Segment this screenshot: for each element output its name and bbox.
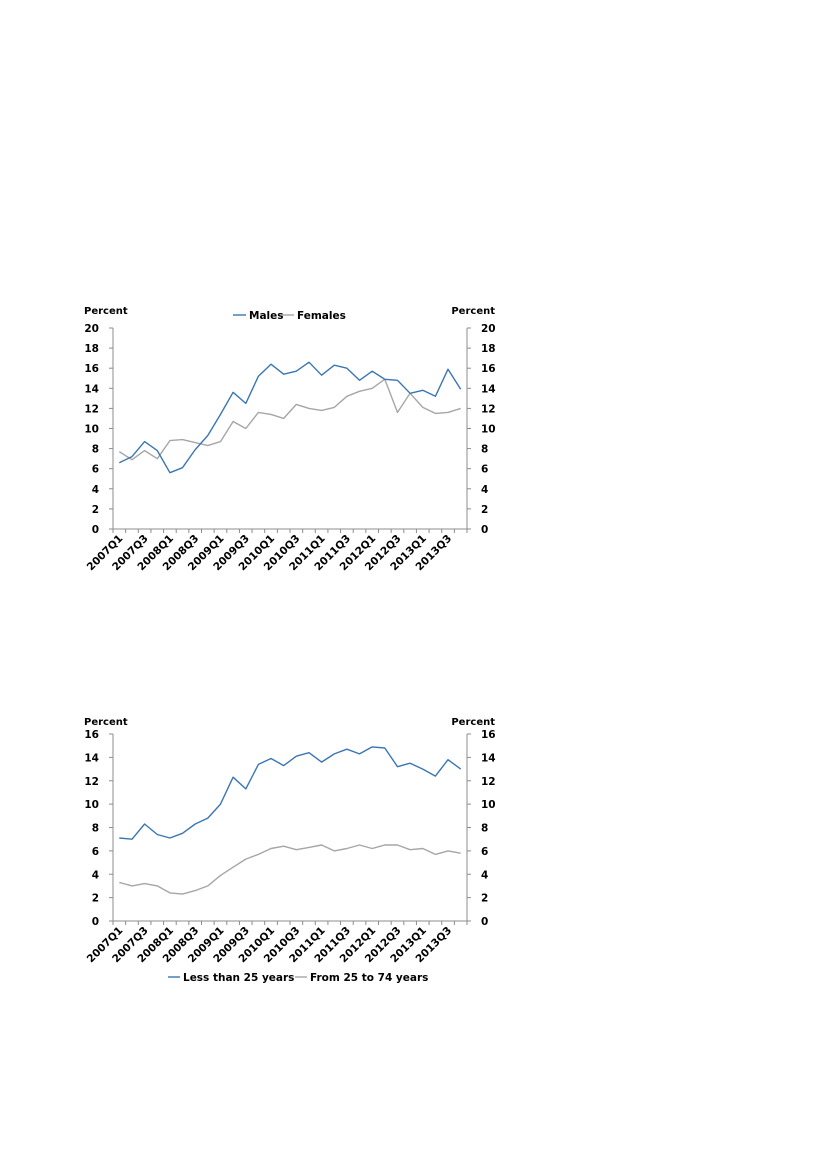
y-tick-label-right: 8 <box>481 823 488 835</box>
right-axis-unit: Percent <box>451 717 495 728</box>
left-axis-unit: Percent <box>84 717 128 728</box>
y-tick-label-left: 14 <box>84 383 99 395</box>
legend-label: Less than 25 years <box>183 972 294 984</box>
legend-label: Females <box>297 310 346 322</box>
y-tick-label-left: 2 <box>92 893 99 905</box>
y-tick-label-left: 20 <box>84 323 99 335</box>
y-tick-label-left: 8 <box>92 444 99 456</box>
chart-males-females: Percent Percent 0 0 2 2 4 4 6 6 8 8 10 10 12 12 14 14 16 16… <box>84 306 496 573</box>
y-tick-label-right: 6 <box>481 464 488 476</box>
legend-label: From 25 to 74 years <box>310 972 428 984</box>
y-tick-label-left: 12 <box>84 403 99 415</box>
chart-age-groups: Percent Percent 0 0 2 2 4 4 6 6 8 8 10 10 12 12 14 14 16 16… <box>84 717 496 984</box>
y-tick-label-left: 14 <box>84 752 99 764</box>
y-tick-label-right: 14 <box>481 383 496 395</box>
legend-label: Males <box>249 310 284 322</box>
y-tick-label-right: 0 <box>481 524 488 536</box>
series-line-less-than-25-years <box>119 746 462 840</box>
y-tick-label-left: 12 <box>84 776 99 788</box>
right-axis-unit: Percent <box>451 306 495 317</box>
y-tick-label-right: 14 <box>481 752 496 764</box>
y-tick-label-right: 2 <box>481 504 488 516</box>
y-tick-label-left: 4 <box>92 484 99 496</box>
y-tick-label-left: 16 <box>84 363 99 375</box>
y-tick-label-left: 6 <box>92 464 99 476</box>
y-tick-label-right: 10 <box>481 424 496 436</box>
y-tick-label-right: 12 <box>481 776 496 788</box>
y-tick-label-left: 16 <box>84 729 99 741</box>
y-tick-label-left: 10 <box>84 799 99 811</box>
y-tick-label-right: 6 <box>481 846 488 858</box>
y-tick-label-left: 0 <box>92 916 99 928</box>
y-tick-label-right: 4 <box>481 869 488 881</box>
y-tick-label-right: 4 <box>481 484 488 496</box>
y-tick-label-right: 2 <box>481 893 488 905</box>
series-line-from-25-to-74-years <box>119 844 461 895</box>
series-line-females <box>118 378 461 461</box>
y-tick-label-right: 16 <box>481 729 496 741</box>
y-tick-label-right: 12 <box>481 403 496 415</box>
y-tick-label-right: 8 <box>481 444 488 456</box>
y-tick-label-left: 4 <box>92 869 99 881</box>
y-tick-label-left: 2 <box>92 504 99 516</box>
y-tick-label-left: 6 <box>92 846 99 858</box>
y-tick-label-left: 0 <box>92 524 99 536</box>
y-tick-label-right: 20 <box>481 323 496 335</box>
y-tick-label-left: 8 <box>92 823 99 835</box>
y-tick-label-right: 16 <box>481 363 496 375</box>
y-tick-label-right: 18 <box>481 343 496 355</box>
y-tick-label-left: 10 <box>84 424 99 436</box>
y-tick-label-left: 18 <box>84 343 99 355</box>
series-line-males <box>118 361 462 474</box>
y-tick-label-right: 10 <box>481 799 496 811</box>
y-tick-label-right: 0 <box>481 916 488 928</box>
left-axis-unit: Percent <box>84 306 128 317</box>
